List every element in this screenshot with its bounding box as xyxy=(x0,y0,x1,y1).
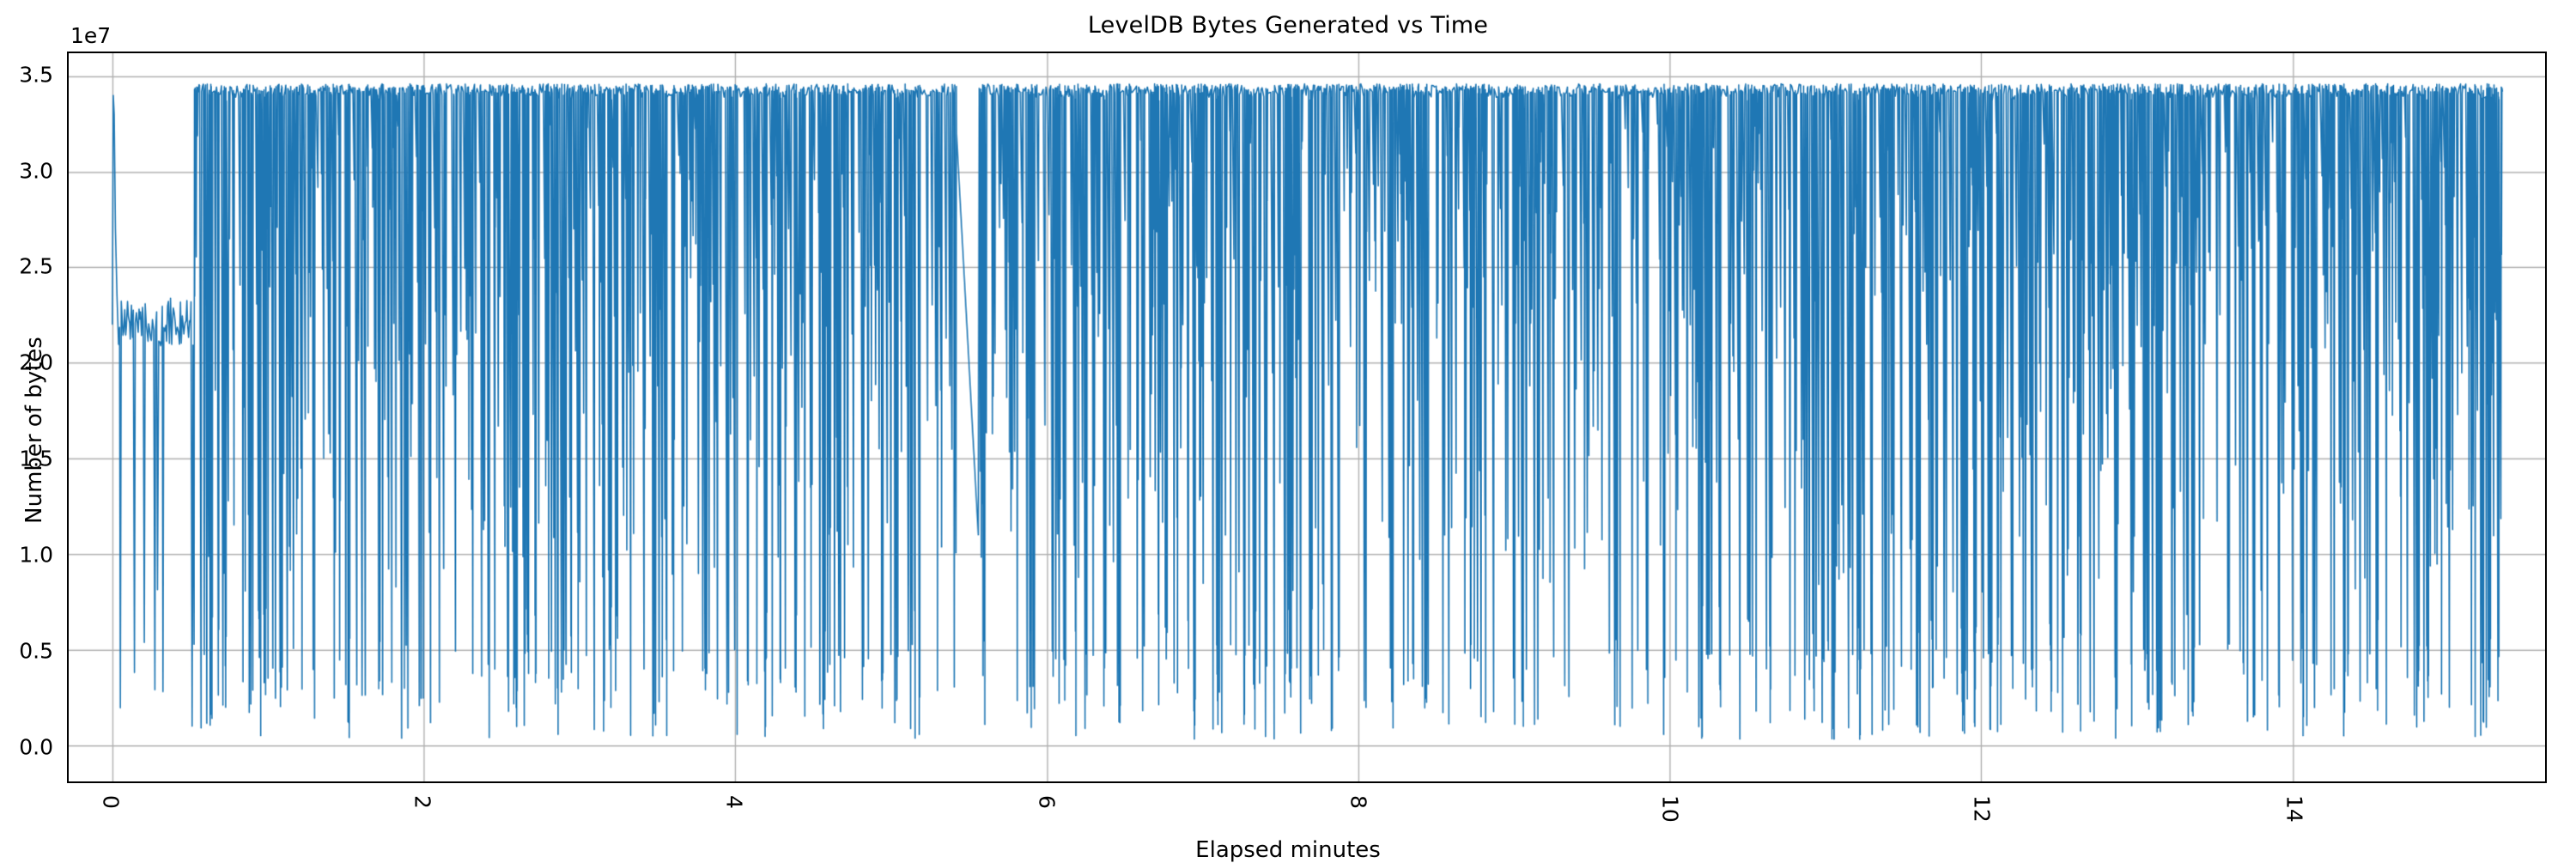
y-tick-label: 3.0 xyxy=(19,158,53,184)
chart-title: LevelDB Bytes Generated vs Time xyxy=(1087,12,1489,39)
y-tick-label: 3.5 xyxy=(19,62,53,88)
y-axis-tick-labels: 0.0 0.5 1.0 1.5 2.0 2.5 3.0 3.5 xyxy=(0,0,53,859)
x-tick-label: 12 xyxy=(1969,795,1995,823)
x-tick-label: 10 xyxy=(1657,795,1683,823)
series-line-leveldb-bytes xyxy=(69,53,2545,781)
y-tick-label: 2.5 xyxy=(19,253,53,279)
plot-area xyxy=(67,52,2547,783)
y-tick-label: 1.0 xyxy=(19,542,53,568)
x-tick-label: 6 xyxy=(1034,795,1060,809)
x-tick-label: 4 xyxy=(721,795,747,809)
y-tick-label: 0.5 xyxy=(19,638,53,664)
x-axis-tick-labels: 0 2 4 6 8 10 12 14 xyxy=(0,795,2576,847)
x-tick-label: 0 xyxy=(98,795,124,809)
x-tick-label: 2 xyxy=(410,795,435,809)
y-tick-label: 0.0 xyxy=(19,734,53,759)
x-tick-label: 14 xyxy=(2281,795,2307,823)
y-tick-label: 1.5 xyxy=(19,446,53,471)
x-tick-label: 8 xyxy=(1346,795,1371,809)
y-tick-label: 2.0 xyxy=(19,349,53,375)
y-axis-exponent-label: 1e7 xyxy=(70,23,112,48)
